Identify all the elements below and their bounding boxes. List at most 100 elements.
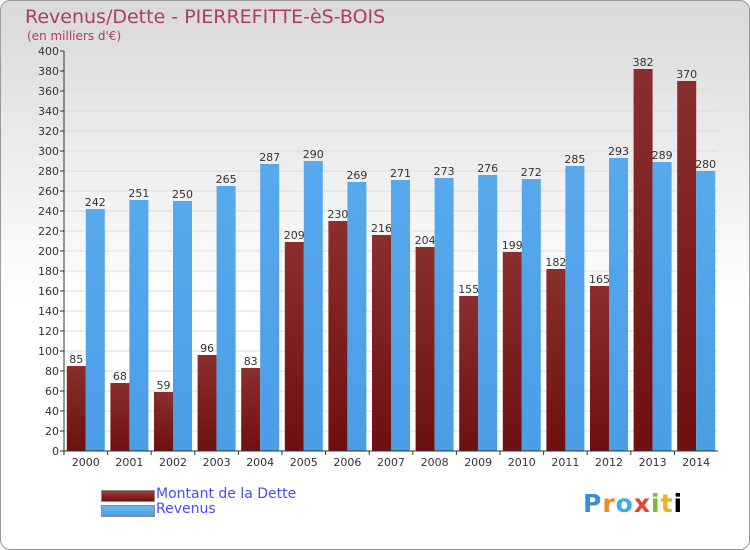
y-tick-label: 100 — [38, 345, 59, 358]
y-tick-label: 300 — [38, 145, 59, 158]
bar-debt-value-label: 199 — [502, 239, 523, 252]
bar-revenue-value-label: 251 — [128, 187, 149, 200]
bar-debt — [284, 242, 304, 451]
bar-revenue — [347, 182, 367, 451]
chart-subtitle: (en milliers d'€) — [27, 29, 122, 43]
proxiti-logo: Proxiti — [583, 489, 683, 518]
bar-debt — [241, 368, 261, 451]
legend-label-debt: Montant de la Dette — [156, 486, 297, 502]
bar-revenue — [173, 201, 192, 451]
bar-revenue — [478, 175, 498, 451]
x-tick-label: 2013 — [639, 456, 667, 469]
x-tick-label: 2011 — [551, 456, 579, 469]
bar-debt — [502, 252, 522, 451]
bar-revenue-value-label: 289 — [652, 149, 673, 162]
bar-revenue — [696, 171, 716, 451]
y-tick-label: 400 — [38, 45, 59, 58]
bar-revenue — [609, 158, 628, 451]
bar-revenue-value-label: 273 — [434, 165, 455, 178]
bar-debt — [459, 296, 479, 451]
y-tick-label: 260 — [38, 185, 59, 198]
bar-revenue-value-label: 272 — [521, 166, 542, 179]
x-tick-label: 2001 — [115, 456, 143, 469]
bar-revenue-value-label: 287 — [259, 151, 280, 164]
x-tick-label: 2009 — [464, 456, 492, 469]
logo-letter: i — [651, 489, 661, 518]
bar-revenue-value-label: 290 — [303, 148, 324, 161]
bar-debt — [546, 269, 566, 451]
bar-debt — [372, 235, 391, 451]
bar-revenue-value-label: 269 — [346, 169, 367, 182]
bar-revenue-value-label: 280 — [695, 158, 716, 171]
x-tick-label: 2003 — [203, 456, 231, 469]
logo-letter: P — [583, 489, 603, 518]
y-tick-label: 60 — [45, 385, 59, 398]
x-tick-label: 2006 — [333, 456, 361, 469]
bar-debt — [590, 286, 609, 451]
x-tick-label: 2000 — [72, 456, 100, 469]
y-tick-label: 200 — [38, 245, 59, 258]
bar-revenue — [391, 180, 410, 451]
x-tick-label: 2002 — [159, 456, 187, 469]
y-tick-label: 340 — [38, 105, 59, 118]
bar-debt-value-label: 230 — [327, 208, 348, 221]
logo-letter: o — [615, 489, 634, 518]
bar-revenue — [303, 161, 323, 451]
x-tick-label: 2014 — [682, 456, 710, 469]
bar-revenue-value-label: 242 — [85, 196, 106, 209]
x-tick-label: 2010 — [508, 456, 536, 469]
legend-label-revenue: Revenus — [156, 501, 216, 517]
x-tick-label: 2012 — [595, 456, 623, 469]
y-tick-label: 140 — [38, 305, 59, 318]
bar-revenue — [652, 162, 672, 451]
y-tick-label: 0 — [52, 445, 59, 458]
bar-debt-value-label: 59 — [157, 379, 171, 392]
x-tick-label: 2007 — [377, 456, 405, 469]
bar-revenue — [216, 186, 236, 451]
bar-revenue-value-label: 250 — [172, 188, 193, 201]
bar-debt-value-label: 96 — [200, 342, 214, 355]
bar-revenue — [565, 166, 585, 451]
bar-debt-value-label: 83 — [244, 355, 258, 368]
bar-debt — [633, 69, 653, 451]
x-tick-label: 2008 — [421, 456, 449, 469]
y-tick-label: 160 — [38, 285, 59, 298]
bar-debt — [415, 247, 435, 451]
bar-debt — [110, 383, 130, 451]
y-tick-label: 320 — [38, 125, 59, 138]
y-tick-label: 80 — [45, 365, 59, 378]
bar-revenue-value-label: 271 — [390, 167, 411, 180]
legend-swatch-revenue — [101, 505, 155, 517]
bar-revenue-value-label: 276 — [477, 162, 498, 175]
logo-letter: r — [602, 489, 616, 518]
chart-title: Revenus/Dette - PIERREFITTE-èS-BOIS — [25, 6, 386, 28]
bar-debt — [677, 81, 697, 451]
bar-revenue-value-label: 293 — [608, 145, 629, 158]
bar-debt-value-label: 68 — [113, 370, 127, 383]
bar-debt-value-label: 155 — [458, 283, 479, 296]
bar-debt — [197, 355, 217, 451]
bar-debt-value-label: 204 — [415, 234, 436, 247]
bar-debt — [154, 392, 173, 451]
x-tick-label: 2005 — [290, 456, 318, 469]
bar-debt-value-label: 182 — [545, 256, 566, 269]
bar-debt-value-label: 216 — [371, 222, 392, 235]
y-tick-label: 220 — [38, 225, 59, 238]
y-tick-label: 280 — [38, 165, 59, 178]
bar-revenue-value-label: 265 — [216, 173, 237, 186]
y-tick-label: 360 — [38, 85, 59, 98]
bar-debt-value-label: 209 — [284, 229, 305, 242]
logo-letter: x — [633, 489, 651, 518]
bar-debt — [66, 366, 86, 451]
y-tick-label: 380 — [38, 65, 59, 78]
bar-revenue — [260, 164, 280, 451]
bar-revenue — [85, 209, 105, 451]
bar-revenue — [434, 178, 454, 451]
bar-debt-value-label: 382 — [633, 56, 654, 69]
bar-debt — [328, 221, 348, 451]
bar-debt-value-label: 370 — [676, 68, 697, 81]
y-tick-label: 120 — [38, 325, 59, 338]
x-tick-label: 2004 — [246, 456, 274, 469]
